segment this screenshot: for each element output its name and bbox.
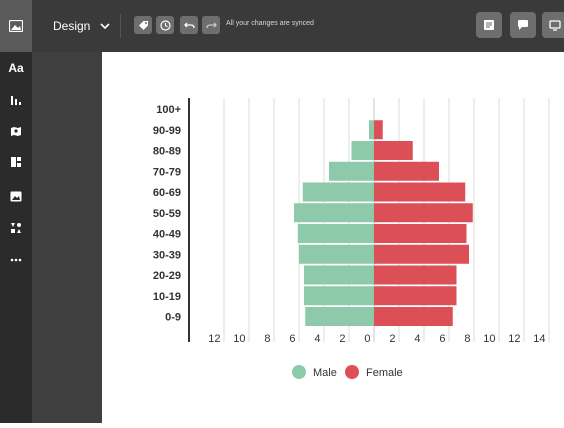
bar-female [374, 141, 413, 160]
design-label: Design [53, 19, 91, 33]
bar-male [294, 203, 374, 223]
x-tick-label: 6 [289, 333, 295, 345]
picture-icon [9, 20, 23, 32]
side-panel [32, 52, 102, 423]
x-tick-label: 4 [414, 333, 420, 345]
app-logo[interactable] [0, 0, 32, 52]
x-tick-label: 12 [508, 333, 520, 345]
x-tick-label: 10 [233, 333, 245, 345]
x-tick-label: 8 [464, 333, 470, 345]
x-tick-label: 2 [389, 333, 395, 345]
legend-label-female: Female [366, 367, 403, 379]
bar-female [374, 161, 439, 181]
bar-female [374, 307, 453, 326]
category-label: 10-19 [153, 291, 181, 303]
bar-male [297, 224, 374, 243]
category-label: 90-99 [153, 125, 181, 137]
x-tick-label: 10 [483, 333, 495, 345]
bar-male [299, 244, 374, 264]
x-tick-label: 6 [439, 333, 445, 345]
category-label: 100+ [156, 104, 181, 116]
category-label: 20-29 [153, 270, 181, 282]
tag-button[interactable] [134, 16, 152, 34]
bar-female [374, 182, 466, 202]
undo-button[interactable] [180, 16, 198, 34]
left-sidebar: Aa [0, 52, 32, 423]
sidebar-item-more[interactable] [0, 247, 32, 273]
x-tick-label: 4 [314, 333, 320, 345]
monitor-icon [549, 20, 561, 31]
legend-label-male: Male [313, 367, 337, 379]
category-label: 80-89 [153, 146, 181, 158]
sync-status: All your changes are synced [226, 20, 314, 27]
x-tick-label: 0 [364, 333, 370, 345]
design-canvas[interactable]: 100+ 90-99 80-89 70-79 60-69 50-59 40-49 30-39 2… [102, 52, 564, 423]
chevron-down-icon [100, 23, 110, 29]
clock-icon [159, 19, 171, 31]
bar-male [351, 141, 374, 160]
sidebar-item-maps[interactable] [0, 118, 32, 144]
undo-icon [183, 22, 195, 28]
population-pyramid-chart: 100+ 90-99 80-89 70-79 60-69 50-59 40-49 30-39 2… [153, 98, 550, 379]
more-icon [10, 258, 22, 262]
x-tick-label: 12 [208, 333, 220, 345]
x-tick-label: 8 [264, 333, 270, 345]
redo-button[interactable] [202, 16, 220, 34]
text-icon: Aa [8, 61, 24, 75]
sidebar-item-text[interactable]: Aa [0, 55, 32, 81]
note-icon [484, 20, 494, 30]
category-label: 70-79 [153, 166, 181, 178]
shapes-icon [11, 223, 21, 233]
history-button[interactable] [156, 16, 174, 34]
bar-female [374, 120, 383, 140]
bar-female [374, 244, 469, 264]
top-toolbar: Design All your changes are synced [0, 0, 564, 52]
map-icon [11, 127, 21, 136]
sidebar-item-shapes[interactable] [0, 215, 32, 241]
comments-button[interactable] [510, 12, 536, 38]
present-button[interactable] [542, 12, 564, 38]
category-label: 0-9 [165, 312, 181, 324]
bar-male [369, 120, 374, 140]
category-label: 30-39 [153, 249, 181, 261]
bar-female [374, 265, 457, 285]
image-icon [10, 191, 22, 201]
layout-icon [11, 157, 21, 167]
tag-icon [138, 20, 148, 30]
x-tick-label: 14 [533, 333, 545, 345]
notes-button[interactable] [476, 12, 502, 38]
bar-male [304, 265, 374, 285]
bar-male [304, 286, 374, 306]
x-tick-label: 2 [339, 333, 345, 345]
legend-swatch-female [345, 365, 359, 379]
redo-icon [205, 22, 217, 28]
category-label: 50-59 [153, 208, 181, 220]
toolbar-divider [120, 14, 121, 38]
bar-male [305, 307, 374, 326]
comment-icon [518, 20, 528, 30]
category-label: 60-69 [153, 187, 181, 199]
sidebar-item-images[interactable] [0, 183, 32, 209]
bar-female [374, 224, 467, 243]
category-label: 40-49 [153, 229, 181, 241]
bar-female [374, 286, 457, 306]
sidebar-item-layouts[interactable] [0, 149, 32, 175]
legend-swatch-male [292, 365, 306, 379]
design-dropdown[interactable]: Design [53, 16, 110, 36]
chart-icon [11, 96, 21, 105]
sidebar-item-charts[interactable] [0, 87, 32, 113]
bar-male [302, 182, 374, 202]
bar-female [374, 203, 473, 223]
bar-male [329, 161, 374, 181]
